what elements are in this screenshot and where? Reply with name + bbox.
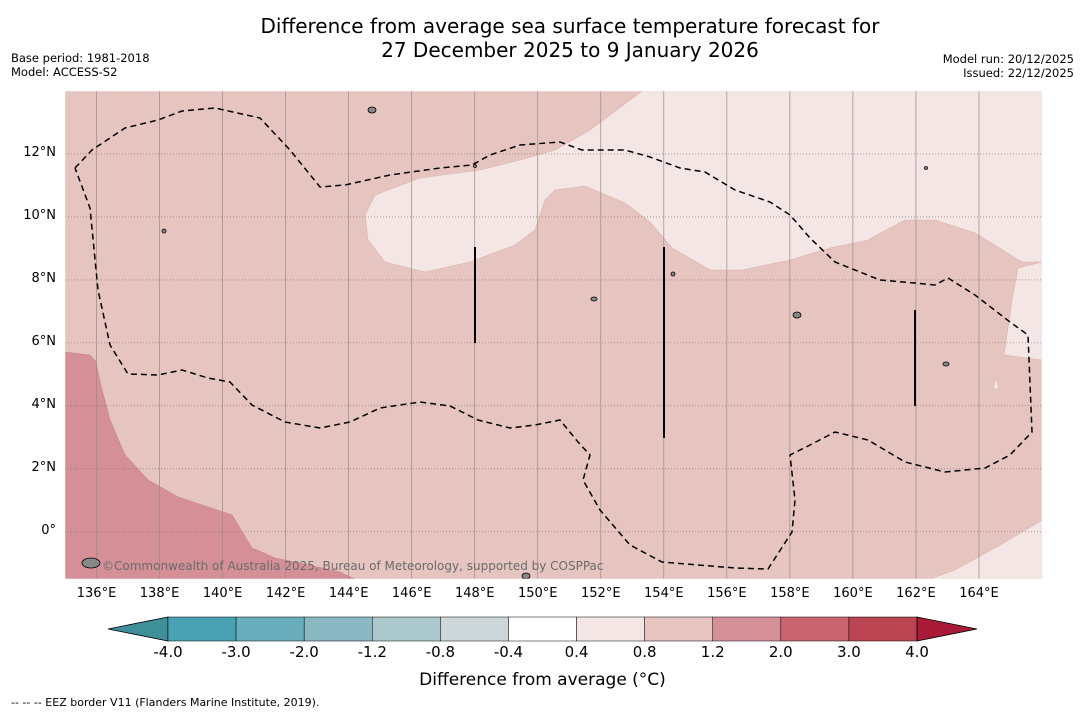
latitude-label: 2°N — [31, 459, 57, 475]
colorbar-tick-label: -1.2 — [357, 643, 387, 661]
longitude-label: 162°E — [896, 586, 936, 601]
colorbar-segment — [303, 616, 373, 642]
latitude-label: 10°N — [23, 207, 56, 223]
colorbar-tick-label: 0.4 — [564, 643, 589, 661]
island — [521, 572, 531, 579]
colorbar-extend-low — [107, 616, 169, 642]
anomaly-0.4-0.8-region-north — [364, 91, 1042, 361]
island — [792, 311, 802, 319]
longitude-label: 154°E — [644, 586, 684, 601]
colorbar-title: Difference from average (°C) — [419, 670, 666, 690]
colorbar-segment — [235, 616, 305, 642]
colorbar-tick-label: 2.0 — [768, 643, 793, 661]
latitude-label: 4°N — [31, 396, 57, 412]
title-line-1: Difference from average sea surface temp… — [260, 14, 880, 38]
colorbar-tick-label: -0.8 — [425, 643, 455, 661]
anomaly-0.4-0.8-region-southeast — [929, 519, 1042, 579]
longitude-label: 150°E — [517, 586, 558, 601]
eez-footnote: -- -- -- EEZ border V11 (Flanders Marine… — [11, 696, 320, 709]
island — [590, 296, 598, 302]
latitude-label: 8°N — [31, 270, 57, 286]
island — [473, 164, 477, 168]
island — [942, 361, 950, 367]
colorbar-segment — [780, 616, 850, 642]
longitude-label: 156°E — [707, 586, 747, 601]
colorbar — [107, 616, 978, 642]
island — [367, 106, 377, 114]
longitude-label: 146°E — [391, 586, 432, 601]
latitude-label: 0° — [41, 522, 56, 538]
anomaly-1.2-2.0-region — [65, 351, 356, 579]
colorbar-tick-label: 3.0 — [836, 643, 861, 661]
longitude-label: 158°E — [770, 586, 810, 601]
colorbar-segment — [712, 616, 782, 642]
colorbar-tick-label: -0.4 — [493, 643, 524, 661]
latitude-label: 6°N — [31, 333, 57, 349]
longitude-label: 138°E — [139, 586, 180, 601]
latitude-label: 12°N — [23, 144, 56, 160]
title-line-2: 27 December 2025 to 9 January 2026 — [381, 38, 759, 62]
island — [81, 557, 101, 569]
model-run: Model run: 20/12/2025 — [942, 52, 1074, 66]
colorbar-tick-label: -2.0 — [289, 643, 319, 661]
island — [161, 228, 167, 234]
attribution: ©Commonwealth of Australia 2025, Bureau … — [102, 559, 604, 573]
colorbar-tick-label: 4.0 — [905, 643, 929, 661]
colorbar-tick-label: -4.0 — [153, 643, 183, 661]
longitude-label: 164°E — [959, 586, 999, 601]
longitude-label: 142°E — [265, 586, 306, 601]
colorbar-tick-label: 0.8 — [632, 643, 657, 661]
longitude-label: 152°E — [581, 586, 621, 601]
model-name: Model: ACCESS-S2 — [11, 65, 118, 79]
colorbar-extend-high — [916, 616, 978, 642]
colorbar-segment — [576, 616, 645, 642]
colorbar-segment — [372, 616, 441, 642]
islands — [81, 106, 950, 579]
anomaly-0.4-0.8-spot — [992, 376, 1000, 391]
longitude-label: 148°E — [454, 586, 495, 601]
colorbar-segment — [440, 616, 509, 642]
base-period: Base period: 1981-2018 — [11, 51, 150, 65]
meta-left: Base period: 1981-2018 Model: ACCESS-S2 — [11, 51, 150, 79]
meta-right: Model run: 20/12/2025 Issued: 22/12/2025 — [943, 52, 1074, 80]
colorbar-segment — [644, 616, 713, 642]
map-title: Difference from average sea surface temp… — [0, 14, 1085, 62]
issued-date: Issued: 22/12/2025 — [963, 66, 1074, 80]
colorbar-segment — [167, 616, 237, 642]
colorbar-tick-label: 1.2 — [700, 643, 725, 661]
island — [670, 271, 676, 277]
map-area — [65, 91, 1042, 579]
eez-border — [74, 107, 1033, 570]
colorbar-segment — [508, 616, 577, 642]
longitude-label: 160°E — [833, 586, 873, 601]
colorbar-segment — [848, 616, 918, 642]
longitude-label: 136°E — [76, 586, 117, 601]
longitude-label: 140°E — [202, 586, 243, 601]
island — [924, 166, 928, 170]
longitude-label: 144°E — [328, 586, 369, 601]
map-frame — [64, 90, 1043, 580]
colorbar-tick-label: -3.0 — [221, 643, 251, 661]
